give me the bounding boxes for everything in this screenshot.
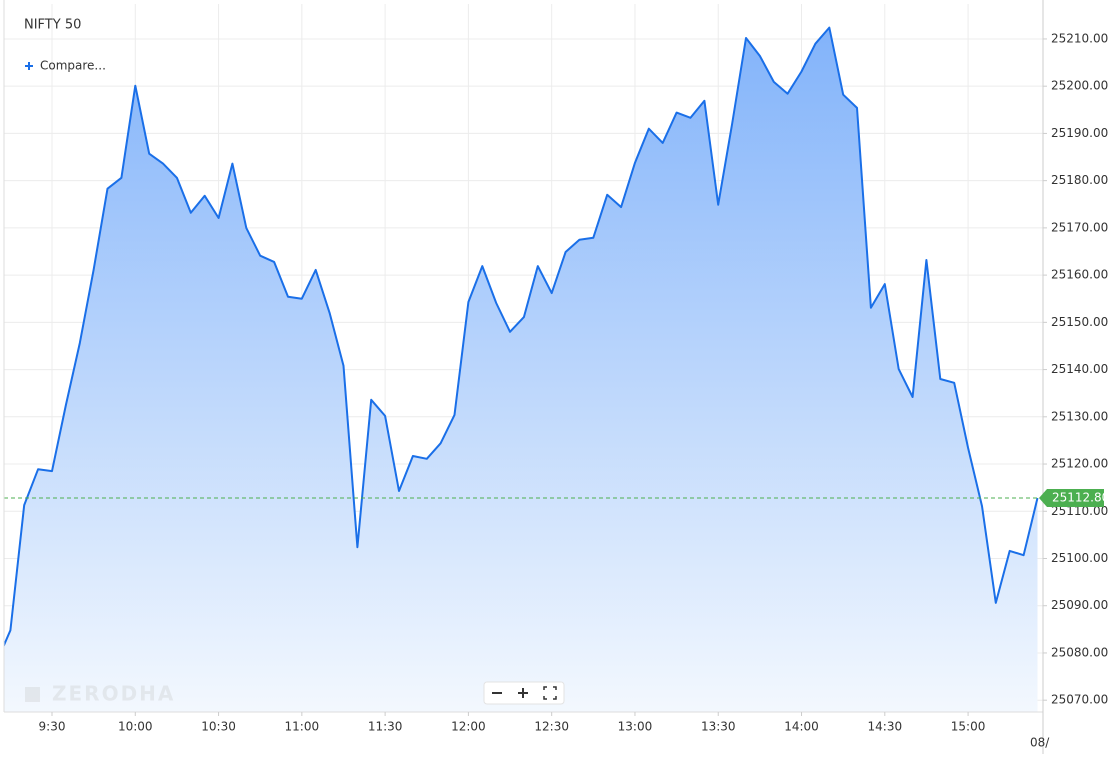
price-line: [4, 26, 1039, 648]
watermark-text: ZERODHA: [52, 682, 175, 706]
x-tick-label: 15:00: [951, 720, 986, 734]
x-tick-label: 10:00: [118, 720, 153, 734]
last-price-label: 25112.80: [1052, 491, 1108, 505]
area-fill: [4, 27, 1038, 712]
chart-title: NIFTY 50: [24, 18, 81, 33]
x-tick-label: 13:00: [618, 720, 653, 734]
y-tick-label: 25160.00: [1051, 268, 1108, 282]
compare-label[interactable]: Compare...: [40, 59, 106, 73]
zoom-in[interactable]: [518, 688, 528, 698]
y-tick-label: 25210.00: [1051, 31, 1108, 45]
y-tick-label: 25190.00: [1051, 126, 1108, 140]
y-tick-label: 25180.00: [1051, 173, 1108, 187]
plus-icon: [25, 62, 33, 70]
y-tick-label: 25150.00: [1051, 315, 1108, 329]
x-tick-label: 12:30: [534, 720, 569, 734]
y-tick-label: 25130.00: [1051, 409, 1108, 423]
plot: [4, 26, 1043, 712]
x-tick-label: 13:30: [701, 720, 736, 734]
zoom-controls: [483, 681, 565, 705]
y-tick-label: 25120.00: [1051, 457, 1108, 471]
y-tick-label: 25100.00: [1051, 551, 1108, 565]
watermark-logo: [25, 687, 40, 702]
date-label: 08/: [1030, 736, 1050, 750]
y-tick-label: 25200.00: [1051, 79, 1108, 93]
x-tick-label: 9:30: [39, 720, 66, 734]
y-tick-label: 25110.00: [1051, 504, 1108, 518]
last-price-tag: [1039, 489, 1104, 508]
y-tick-label: 25070.00: [1051, 693, 1108, 707]
y-tick-label: 25140.00: [1051, 362, 1108, 376]
fullscreen[interactable]: [543, 686, 557, 700]
x-tick-label: 11:30: [368, 720, 403, 734]
x-tick-label: 11:00: [285, 720, 320, 734]
x-tick-label: 12:00: [451, 720, 486, 734]
y-tick-label: 25170.00: [1051, 220, 1108, 234]
x-tick-label: 14:00: [784, 720, 819, 734]
watermark: ZERODHA: [25, 682, 175, 706]
y-tick-label: 25090.00: [1051, 598, 1108, 612]
x-tick-label: 10:30: [201, 720, 236, 734]
x-tick-label: 14:30: [868, 720, 903, 734]
y-tick-label: 25080.00: [1051, 645, 1108, 659]
compare-button[interactable]: Compare...: [25, 59, 106, 73]
